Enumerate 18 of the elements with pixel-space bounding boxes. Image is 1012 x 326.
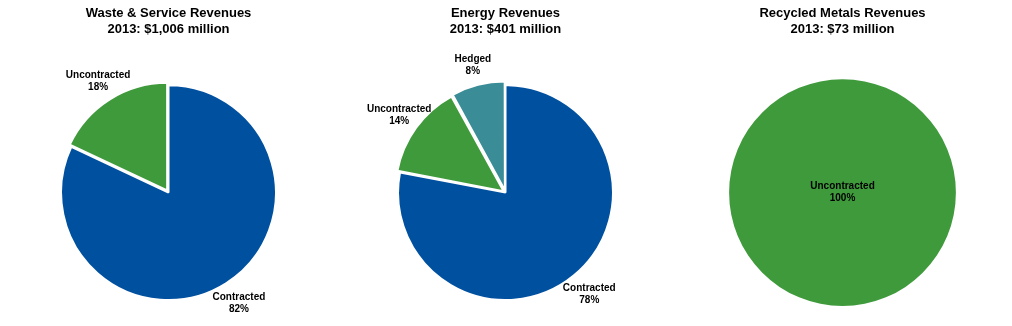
chart-title: Energy Revenues <box>450 5 561 21</box>
chart-title: Recycled Metals Revenues <box>759 5 926 21</box>
slice-label: Hedged <box>454 53 492 65</box>
slice-label: Uncontracted <box>366 103 432 115</box>
data-label: 100% <box>829 192 856 204</box>
chart-subtitle: 2013: $401 million <box>449 20 562 36</box>
data-label: 14% <box>389 115 410 127</box>
chart-subtitle: 2013: $1,006 million <box>107 20 230 36</box>
data-label: 18% <box>88 81 109 93</box>
data-label: 8% <box>465 65 481 77</box>
slice-label: Uncontracted <box>65 69 131 81</box>
chart-title: Waste & Service Revenues <box>85 5 252 21</box>
slice-label: Contracted <box>562 281 616 293</box>
data-label: 78% <box>579 293 600 305</box>
slice-label: Contracted <box>212 291 266 303</box>
data-label: 82% <box>228 303 250 315</box>
chart-subtitle: 2013: $73 million <box>790 20 895 36</box>
slice-label: Uncontracted <box>810 180 875 192</box>
